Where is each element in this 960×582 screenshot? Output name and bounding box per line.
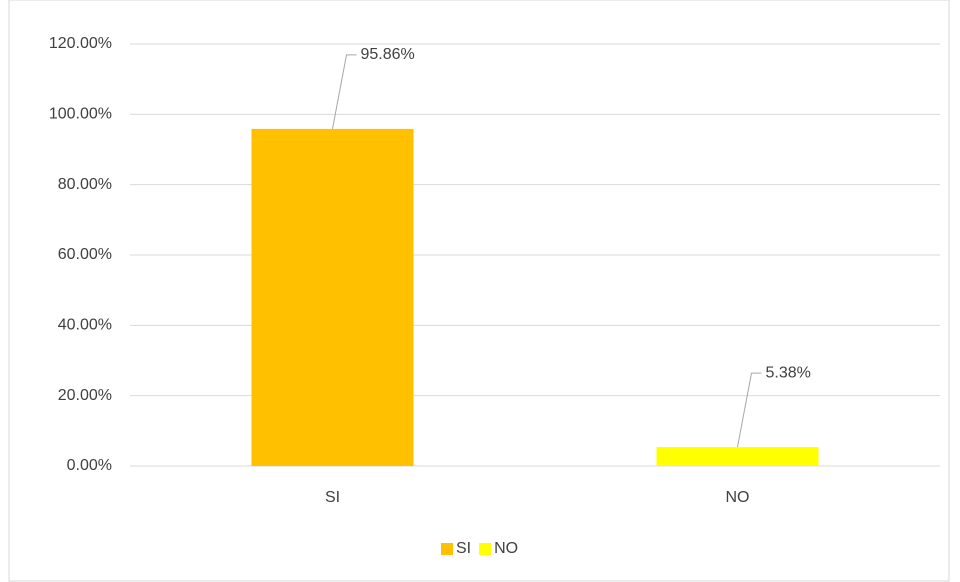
y-tick-label: 0.00% [67,457,112,474]
legend-label: NO [494,540,518,557]
bar [251,128,414,466]
legend-swatch [479,543,492,555]
data-label: 5.38% [766,364,811,381]
y-tick-label: 80.00% [58,176,112,193]
y-tick-label: 100.00% [49,106,112,123]
chart-frame [8,0,950,582]
y-tick-label: 20.00% [58,387,112,404]
leader-line [737,372,762,448]
bar [656,447,819,466]
x-tick-label: NO [726,489,750,506]
legend-label: SI [456,540,471,557]
data-label: 95.86% [361,46,415,63]
y-tick-label: 60.00% [58,246,112,263]
legend-swatch [441,543,453,555]
x-tick-label: SI [325,489,340,506]
y-tick-label: 40.00% [58,317,112,334]
leader-line [332,54,357,129]
y-tick-label: 120.00% [49,35,112,52]
